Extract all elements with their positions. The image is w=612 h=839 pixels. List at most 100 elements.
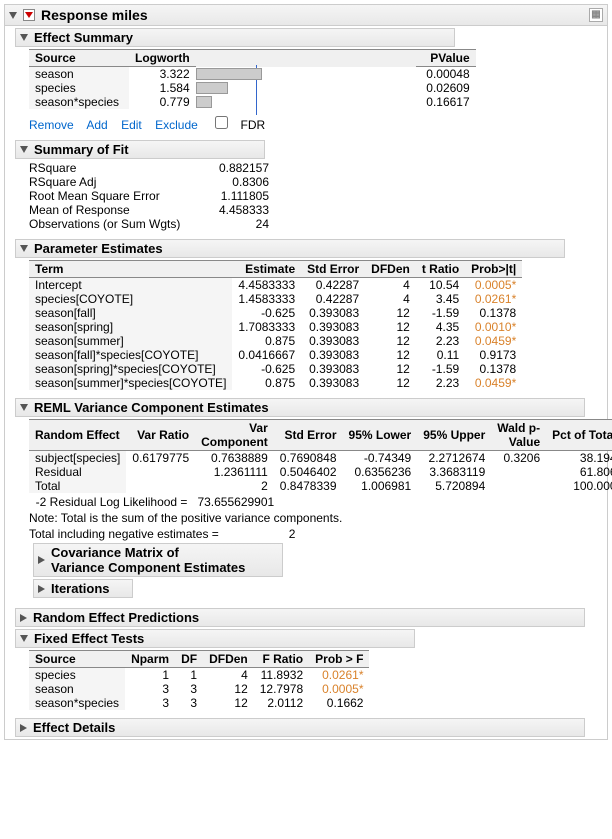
cell: 12 [203, 696, 254, 710]
disclosure-icon [9, 12, 17, 19]
cell [491, 479, 546, 493]
param-est-header[interactable]: Parameter Estimates [15, 239, 565, 258]
reml-table: Random EffectVar RatioVarComponentStd Er… [29, 419, 612, 493]
table-row: season[summer]*species[COYOTE] 0.875 0.3… [29, 376, 522, 390]
table-row: species 1.584 0.02609 [29, 81, 476, 95]
cell: 3 [125, 696, 175, 710]
note-text: Note: Total is the sum of the positive v… [29, 511, 603, 525]
note-text: -2 Residual Log Likelihood = 73.65562990… [29, 495, 603, 509]
cell: season [29, 682, 125, 696]
cell: 0.393083 [301, 334, 365, 348]
cell: 0.393083 [301, 376, 365, 390]
cell: 1 [175, 668, 203, 683]
edit-link[interactable]: Edit [121, 118, 142, 132]
col-header: Nparm [125, 651, 175, 668]
cell: species [29, 81, 129, 95]
cell: 0.0416667 [232, 348, 301, 362]
remove-link[interactable]: Remove [29, 118, 74, 132]
cell: 0.875 [232, 376, 301, 390]
iterations-header[interactable]: Iterations [33, 579, 133, 598]
section-title: REML Variance Component Estimates [34, 400, 269, 415]
table-row: season[summer] 0.875 0.393083 12 2.23 0.… [29, 334, 522, 348]
section-title: Random Effect Predictions [33, 610, 199, 625]
table-row: Intercept 4.4583333 0.42287 4 10.54 0.00… [29, 278, 522, 293]
cell: 0.393083 [301, 362, 365, 376]
add-link[interactable]: Add [86, 118, 107, 132]
cell: 0.393083 [301, 320, 365, 334]
cell: 1.584 [129, 81, 196, 95]
col-header: Source [29, 50, 129, 67]
table-row: Total 2 0.8478339 1.006981 5.720894 100.… [29, 479, 612, 493]
disclosure-icon [20, 614, 27, 622]
cell: 2.23 [416, 334, 465, 348]
cell [126, 479, 195, 493]
cell: 100.000 [546, 479, 612, 493]
cell: 0.42287 [301, 292, 365, 306]
cell: 12 [365, 348, 416, 362]
col-header: Std Error [274, 420, 343, 451]
effect-details-header[interactable]: Effect Details [15, 718, 585, 737]
table-row: Residual 1.2361111 0.5046402 0.6356236 3… [29, 465, 612, 479]
cell: 0.3206 [491, 451, 546, 466]
cell: -0.74349 [343, 451, 418, 466]
cell: 4 [365, 292, 416, 306]
table-row: season[fall]*species[COYOTE] 0.0416667 0… [29, 348, 522, 362]
red-triangle-menu[interactable] [23, 9, 35, 21]
disclosure-icon [20, 34, 28, 41]
fixed-tests-table: SourceNparmDFDFDenF RatioProb > F specie… [29, 650, 369, 710]
col-header: PValue [416, 50, 476, 67]
table-row: season*species 0.779 0.16617 [29, 95, 476, 109]
col-header: Random Effect [29, 420, 126, 451]
kv-row: Root Mean Square Error1.111805 [29, 189, 603, 203]
thumbnail-icon[interactable]: ▦ [589, 8, 603, 22]
kv-row: Mean of Response4.458333 [29, 203, 603, 217]
cell: Total [29, 479, 126, 493]
cell: 2 [195, 479, 274, 493]
col-header: F Ratio [254, 651, 309, 668]
summary-fit-header[interactable]: Summary of Fit [15, 140, 265, 159]
cell: 0.6179775 [126, 451, 195, 466]
cell: 0.6356236 [343, 465, 418, 479]
stat-label: Observations (or Sum Wgts) [29, 217, 199, 231]
disclosure-icon [20, 404, 28, 411]
section-title: Summary of Fit [34, 142, 129, 157]
stat-label: RSquare [29, 161, 199, 175]
cell: 0.7690848 [274, 451, 343, 466]
effect-summary-header[interactable]: Effect Summary [15, 28, 455, 47]
col-header: VarComponent [195, 420, 274, 451]
cell: season[summer] [29, 334, 232, 348]
fixed-tests-header[interactable]: Fixed Effect Tests [15, 629, 415, 648]
cell: 0.0005* [309, 682, 369, 696]
random-pred-header[interactable]: Random Effect Predictions [15, 608, 585, 627]
cell: 0.0010* [465, 320, 522, 334]
main-header[interactable]: Response miles ▦ [5, 5, 607, 26]
cell: 0.0459* [465, 334, 522, 348]
cell: 0.42287 [301, 278, 365, 293]
cell: season[fall] [29, 306, 232, 320]
disclosure-icon [20, 245, 28, 252]
cell: 4.35 [416, 320, 465, 334]
cell: 38.194 [546, 451, 612, 466]
cov-matrix-header[interactable]: Covariance Matrix ofVariance Component E… [33, 543, 283, 577]
cell: 0.7638889 [195, 451, 274, 466]
cell: 0.0261* [465, 292, 522, 306]
cell: -0.625 [232, 362, 301, 376]
cell: -1.59 [416, 306, 465, 320]
cell: 12 [203, 682, 254, 696]
disclosure-icon [20, 635, 28, 642]
cell: 0.393083 [301, 306, 365, 320]
cell: 2.23 [416, 376, 465, 390]
cell: 11.8932 [254, 668, 309, 683]
exclude-link[interactable]: Exclude [155, 118, 198, 132]
cell: species [29, 668, 125, 683]
fdr-checkbox[interactable] [215, 116, 228, 129]
cell: 0.8478339 [274, 479, 343, 493]
cell: Residual [29, 465, 126, 479]
cell: 0.0261* [309, 668, 369, 683]
cell: 4.4583333 [232, 278, 301, 293]
col-header: Pct of Total [546, 420, 612, 451]
reml-header[interactable]: REML Variance Component Estimates [15, 398, 585, 417]
col-header: Std Error [301, 261, 365, 278]
table-row: season*species 3 3 12 2.0112 0.1662 [29, 696, 369, 710]
cell: 12 [365, 320, 416, 334]
